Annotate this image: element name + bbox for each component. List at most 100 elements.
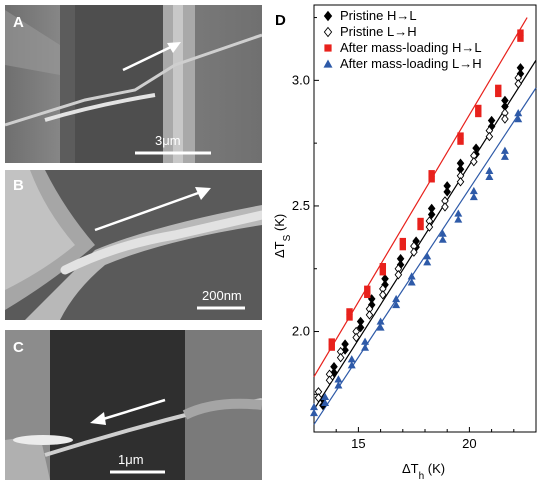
data-point-s3-11-rep bbox=[469, 192, 478, 201]
data-point-s3-5-rep bbox=[376, 323, 385, 331]
panel-c-micrograph: C 1μm bbox=[5, 330, 262, 480]
data-point-s1-10-rep bbox=[456, 177, 465, 187]
data-point-s2-0 bbox=[328, 338, 335, 345]
fit-line-0 bbox=[313, 59, 537, 410]
legend-marker-0 bbox=[323, 10, 333, 22]
x-tick-label-1: 20 bbox=[462, 436, 476, 451]
data-point-s0-8-rep bbox=[427, 209, 436, 220]
panel-b-label: B bbox=[13, 177, 24, 194]
data-point-s3-3 bbox=[347, 355, 356, 363]
data-point-s1-7-rep bbox=[410, 247, 418, 257]
data-point-s3-12 bbox=[485, 166, 494, 174]
data-point-s1-3-rep bbox=[352, 332, 360, 343]
data-point-s3-1-rep bbox=[321, 398, 330, 407]
data-point-s1-4-rep bbox=[365, 310, 374, 320]
y-tick-label-1: 2.5 bbox=[292, 198, 310, 213]
data-point-s2-5 bbox=[417, 217, 424, 225]
panel-a-micrograph: A 3μm bbox=[5, 5, 262, 163]
data-point-s2-8 bbox=[475, 104, 482, 112]
data-point-s3-11 bbox=[469, 186, 478, 195]
data-point-s2-10-rep bbox=[517, 35, 524, 42]
data-point-s2-5-rep bbox=[417, 223, 424, 231]
data-point-s3-13-rep bbox=[500, 152, 509, 160]
arrow-b bbox=[94, 190, 202, 232]
data-point-s3-8 bbox=[423, 252, 432, 260]
data-point-s3-1 bbox=[321, 392, 330, 401]
data-point-s3-3-rep bbox=[347, 361, 356, 369]
data-points bbox=[310, 29, 525, 417]
arrow-a bbox=[122, 43, 176, 72]
data-point-s1-2-rep bbox=[336, 352, 345, 363]
x-axis-label: ΔTh (K) bbox=[402, 461, 445, 482]
data-point-s2-2 bbox=[364, 285, 371, 293]
panel-b-micrograph: B 200nm bbox=[5, 170, 262, 320]
data-point-s3-5 bbox=[376, 317, 385, 325]
data-point-s1-13-rep bbox=[501, 114, 509, 124]
arrow-c bbox=[99, 398, 166, 422]
data-point-s2-7-rep bbox=[457, 138, 464, 145]
data-point-s3-2-rep bbox=[334, 381, 343, 389]
data-point-s0-3-rep bbox=[356, 322, 365, 333]
data-point-s3-9-rep bbox=[438, 235, 447, 243]
y-tick-label-0: 2.0 bbox=[292, 324, 310, 339]
x-tick-label-0: 15 bbox=[351, 436, 365, 451]
data-point-s1-8-rep bbox=[425, 222, 434, 232]
x-axis-ticks: 15 20 bbox=[313, 427, 537, 451]
data-point-s2-3-rep bbox=[379, 269, 387, 276]
data-point-s2-1-rep bbox=[346, 314, 353, 321]
data-point-s2-7 bbox=[457, 132, 464, 139]
data-point-s2-0-rep bbox=[328, 344, 335, 351]
data-point-s3-9 bbox=[438, 229, 447, 237]
legend-label-2: After mass-loading H→L bbox=[340, 40, 482, 55]
data-point-s3-8-rep bbox=[423, 258, 432, 266]
legend-label-3: After mass-loading L→H bbox=[340, 56, 482, 71]
data-point-s3-7-rep bbox=[407, 278, 416, 286]
data-point-s2-4-rep bbox=[399, 243, 406, 251]
fit-line-1 bbox=[313, 17, 528, 378]
legend-marker-3 bbox=[323, 59, 333, 68]
data-point-s2-1 bbox=[346, 308, 353, 315]
data-point-s1-11-rep bbox=[470, 156, 478, 167]
scale-bar-a-text: 3μm bbox=[155, 133, 181, 148]
data-point-s3-0-rep bbox=[310, 408, 318, 417]
data-point-s1-14-rep bbox=[514, 79, 523, 89]
y-axis-label: ΔTS (K) bbox=[272, 214, 293, 258]
data-point-s1-1-rep bbox=[325, 375, 334, 385]
data-point-s3-6-rep bbox=[392, 300, 401, 309]
legend-marker-1 bbox=[323, 26, 333, 38]
data-point-s0-9-rep bbox=[443, 187, 451, 197]
data-point-s2-2-rep bbox=[364, 291, 371, 299]
data-point-s2-3 bbox=[379, 263, 387, 270]
data-point-s3-13 bbox=[500, 146, 509, 154]
fit-lines bbox=[313, 17, 537, 425]
legend-label-0: Pristine H→L bbox=[340, 8, 417, 23]
scale-bar-c-text: 1μm bbox=[118, 452, 144, 467]
y-tick-label-2: 3.0 bbox=[292, 72, 310, 87]
data-point-s3-2 bbox=[334, 375, 343, 383]
data-point-s1-6-rep bbox=[394, 270, 403, 280]
data-point-s2-6-rep bbox=[428, 176, 435, 183]
panel-a-label: A bbox=[13, 14, 24, 31]
y-axis-ticks: 2.0 2.5 3.0 bbox=[292, 17, 319, 395]
data-point-s3-12-rep bbox=[485, 172, 494, 180]
data-point-s3-0 bbox=[310, 402, 318, 411]
panel-d-label: D bbox=[275, 12, 286, 29]
data-point-s1-0-rep bbox=[314, 393, 323, 403]
data-point-s3-10-rep bbox=[454, 215, 463, 223]
data-point-s2-9-rep bbox=[495, 90, 502, 98]
data-point-s1-9-rep bbox=[441, 202, 449, 212]
scale-bar-b-text: 200nm bbox=[202, 288, 242, 303]
legend-marker-2 bbox=[324, 44, 332, 52]
data-point-s0-1-rep bbox=[330, 367, 338, 378]
data-point-s2-8-rep bbox=[475, 110, 482, 118]
data-point-s3-7 bbox=[407, 272, 416, 280]
data-point-s2-4 bbox=[399, 237, 406, 245]
data-point-s3-4 bbox=[361, 337, 370, 345]
data-point-s3-14-rep bbox=[514, 115, 523, 123]
data-point-s2-10 bbox=[517, 29, 524, 36]
panel-c-label: C bbox=[13, 339, 24, 356]
data-point-s3-10 bbox=[454, 209, 463, 217]
legend-label-1: Pristine L→H bbox=[340, 24, 417, 39]
